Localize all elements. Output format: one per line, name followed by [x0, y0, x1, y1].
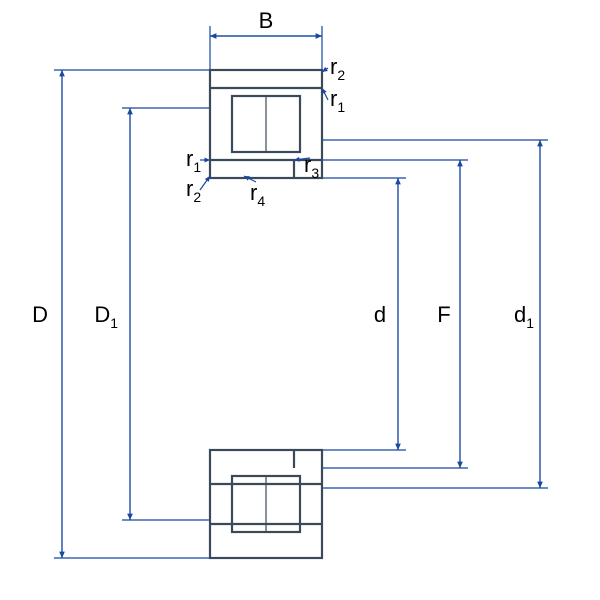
label-F: F	[437, 302, 450, 327]
label-d: d	[374, 302, 386, 327]
label-D: D	[32, 302, 48, 327]
bearing-diagram: BDD1dFd1r2r1r1r2r4r3	[0, 0, 600, 600]
label-B: B	[259, 8, 274, 33]
